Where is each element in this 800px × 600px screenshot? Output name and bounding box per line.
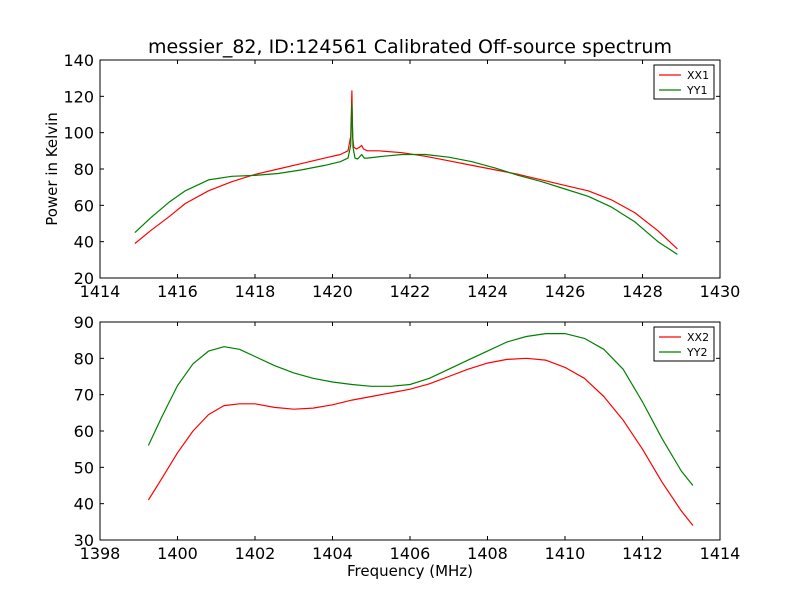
y-tick-label: 80 (74, 349, 94, 368)
x-tick-label: 1424 (467, 282, 508, 301)
x-tick-label: 1404 (312, 544, 353, 563)
x-tick-label: 1418 (235, 282, 276, 301)
y-tick-label: 80 (74, 160, 94, 179)
y-tick-label: 60 (74, 422, 94, 441)
y-tick-label: 50 (74, 458, 94, 477)
x-tick-label: 1400 (157, 544, 198, 563)
y-tick-label: 30 (74, 531, 94, 550)
x-tick-label: 1416 (157, 282, 198, 301)
y-tick-label: 140 (63, 51, 94, 70)
series-line-xx1 (134, 90, 678, 250)
x-tick-label: 1410 (545, 544, 586, 563)
series-line-xx2 (147, 357, 694, 526)
x-tick-label: 1414 (700, 544, 741, 563)
y-tick-label: 70 (74, 386, 94, 405)
y-tick-label: 20 (74, 269, 94, 288)
legend-label: XX2 (687, 331, 709, 344)
series-line-yy2 (147, 333, 694, 486)
y-tick-label: 90 (74, 313, 94, 332)
x-axis-label: Frequency (MHz) (347, 562, 473, 580)
y-tick-label: 60 (74, 196, 94, 215)
legend-label: YY2 (686, 346, 707, 359)
y-tick-label: 40 (74, 495, 94, 514)
bottom-plot: Frequency (MHz) 1398 1400 1402 1404 1406 1408… (74, 313, 741, 580)
top-plot-frame (99, 59, 721, 279)
x-tick-label: 1414 (80, 282, 121, 301)
x-tick-label: 1428 (622, 282, 663, 301)
legend-label: YY1 (686, 84, 707, 97)
x-tick-label: 1430 (700, 282, 741, 301)
y-tick-label: 40 (74, 233, 94, 252)
legend-box (653, 64, 715, 100)
top-plot: messier_82, ID:124561 Calibrated Off-sou… (43, 36, 740, 301)
legend-box (653, 326, 715, 362)
x-tick-label: 1402 (235, 544, 276, 563)
y-tick-label: 120 (63, 87, 94, 106)
y-axis-label: Power in Kelvin (43, 112, 61, 226)
x-tick-label: 1420 (312, 282, 353, 301)
series-line-yy1 (134, 102, 678, 255)
y-tick-label: 100 (63, 124, 94, 143)
x-tick-label: 1408 (467, 544, 508, 563)
legend-label: XX1 (687, 69, 709, 82)
x-tick-label: 1412 (622, 544, 663, 563)
x-tick-label: 1398 (80, 544, 121, 563)
x-tick-label: 1422 (390, 282, 431, 301)
x-tick-label: 1406 (390, 544, 431, 563)
x-tick-label: 1426 (545, 282, 586, 301)
chart-title: messier_82, ID:124561 Calibrated Off-sou… (148, 36, 672, 58)
